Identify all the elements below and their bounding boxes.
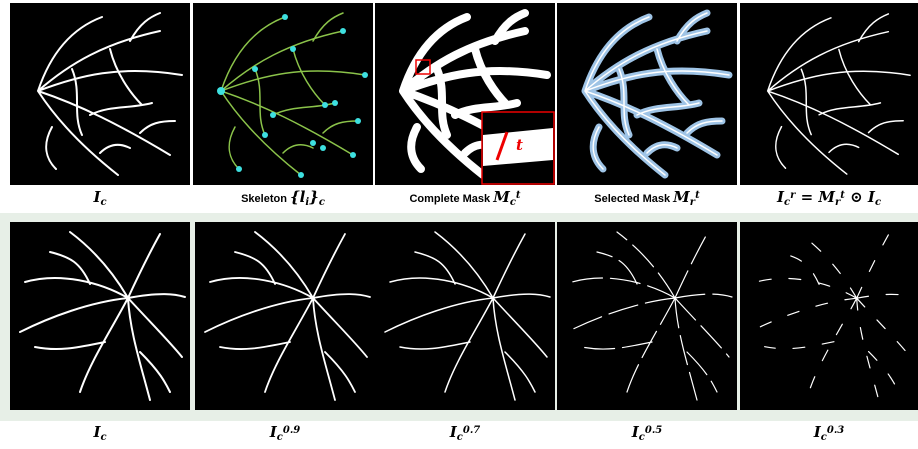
caption-part: ⊙ I bbox=[845, 188, 876, 206]
caption-part: 0.9 bbox=[283, 425, 300, 436]
caption-part: 0.7 bbox=[463, 425, 480, 436]
caption-part: c bbox=[875, 197, 881, 208]
caption: Icr = Mrt ⊙ Ic bbox=[776, 188, 881, 208]
caption-part: } bbox=[309, 188, 319, 206]
image-complete-mask: t bbox=[375, 3, 555, 185]
caption-part: c bbox=[319, 197, 325, 208]
caption: Ic bbox=[92, 423, 106, 443]
caption: Ic bbox=[92, 188, 106, 208]
figure: t IcSkeleton {li}cComplete Mask MctSelec… bbox=[0, 0, 918, 449]
caption-part: Complete Mask bbox=[409, 193, 493, 205]
image-vessels bbox=[10, 3, 190, 185]
caption-part: { bbox=[290, 188, 300, 206]
caption: Ic0.5 bbox=[631, 423, 663, 443]
caption-part: 0.3 bbox=[827, 425, 844, 436]
caption-part: = M bbox=[795, 188, 835, 206]
caption: Skeleton {li}c bbox=[241, 188, 325, 208]
caption-part: 0.5 bbox=[645, 425, 662, 436]
caption-part: c bbox=[100, 432, 106, 443]
caption-part: M bbox=[672, 188, 690, 206]
caption-part: c bbox=[100, 197, 106, 208]
inset-label: t bbox=[516, 136, 523, 154]
caption-part: Skeleton bbox=[241, 193, 290, 205]
caption-part: t bbox=[516, 190, 521, 201]
caption-part: Selected Mask bbox=[594, 193, 673, 205]
image-selected-mask bbox=[557, 3, 737, 185]
caption: Ic0.7 bbox=[449, 423, 481, 443]
caption: Complete Mask Mct bbox=[409, 188, 520, 208]
caption: Ic0.9 bbox=[269, 423, 301, 443]
caption: Ic0.3 bbox=[813, 423, 845, 443]
image-row-2 bbox=[10, 222, 918, 410]
image-masked-vessels bbox=[740, 3, 918, 185]
caption-part: M bbox=[492, 188, 510, 206]
caption: Selected Mask Mrt bbox=[594, 188, 700, 208]
image-skeleton bbox=[193, 3, 373, 185]
caption-part: t bbox=[695, 190, 700, 201]
